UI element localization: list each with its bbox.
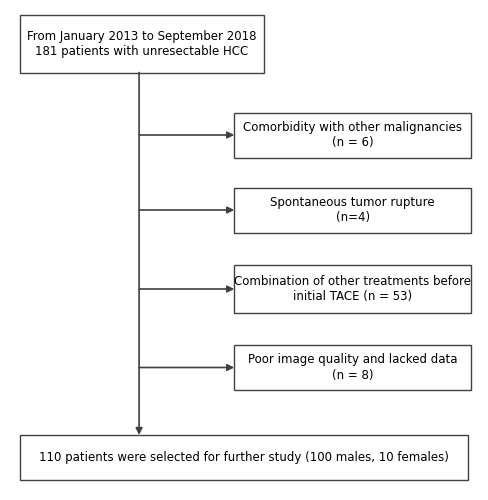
Text: Comorbidity with other malignancies
(n = 6): Comorbidity with other malignancies (n =… [243,121,462,149]
Text: From January 2013 to September 2018
181 patients with unresectable HCC: From January 2013 to September 2018 181 … [27,30,256,58]
FancyBboxPatch shape [20,15,264,72]
FancyBboxPatch shape [20,435,468,480]
Text: Spontaneous tumor rupture
(n=4): Spontaneous tumor rupture (n=4) [270,196,435,224]
FancyBboxPatch shape [234,112,471,158]
Text: Poor image quality and lacked data
(n = 8): Poor image quality and lacked data (n = … [248,354,457,382]
FancyBboxPatch shape [234,188,471,232]
Text: 110 patients were selected for further study (100 males, 10 females): 110 patients were selected for further s… [39,451,449,464]
FancyBboxPatch shape [234,265,471,312]
Text: Combination of other treatments before
initial TACE (n = 53): Combination of other treatments before i… [234,275,471,302]
FancyBboxPatch shape [234,345,471,390]
